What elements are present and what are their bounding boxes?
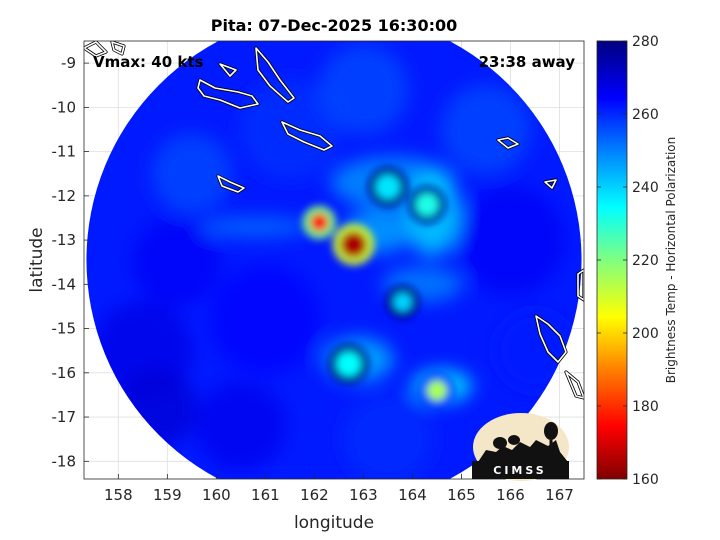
- y-tick-label: -15: [52, 320, 77, 338]
- x-tick-label: 158: [104, 486, 133, 504]
- colorbar-tick-label: 240: [632, 180, 659, 196]
- y-tick-label: -11: [52, 143, 77, 161]
- convective-feature: [426, 380, 447, 401]
- y-axis-label: latitude: [27, 227, 47, 292]
- x-tick-label: 166: [496, 486, 525, 504]
- x-tick-label: 167: [545, 486, 574, 504]
- vmax-label: Vmax: 40 kts: [93, 53, 203, 71]
- convective-feature: [416, 193, 439, 216]
- x-tick-label: 165: [447, 486, 476, 504]
- y-tick-label: -13: [52, 231, 77, 249]
- convective-feature: [375, 175, 400, 199]
- y-tick-label: -16: [52, 364, 77, 382]
- y-tick-label: -10: [52, 98, 77, 116]
- x-tick-label: 164: [398, 486, 427, 504]
- x-tick-label: 161: [251, 486, 280, 504]
- y-axis: -9 -10 -11 -12 -13 -14 -15 -16 -17 -18: [52, 54, 89, 470]
- coastline: [565, 371, 584, 399]
- coastline: [577, 269, 584, 301]
- coastline: [281, 121, 333, 151]
- chart-title: Pita: 07-Dec-2025 16:30:00: [211, 16, 457, 35]
- svg-text:CIMSS: CIMSS: [493, 464, 546, 477]
- x-tick-label: 159: [153, 486, 182, 504]
- colorbar: 160 180 200 220 240 260 280 Brightness Temp - …: [596, 34, 678, 488]
- coastline: [111, 41, 125, 55]
- x-tick-label: 163: [349, 486, 378, 504]
- colorbar-gradient: [596, 40, 628, 480]
- coastlines-white: [84, 41, 584, 399]
- coastline: [544, 179, 557, 189]
- x-axis: 158 159 160 161 162 163 164 165 166 167: [104, 474, 574, 504]
- convective-feature: [393, 293, 412, 312]
- convective-feature: [340, 231, 367, 258]
- coastline: [217, 175, 245, 193]
- x-tick-label: 160: [202, 486, 231, 504]
- coastline: [84, 41, 107, 57]
- colorbar-label: Brightness Temp - Horizontal Polarizatio…: [664, 137, 678, 384]
- cimss-logo: CIMSS: [472, 413, 569, 481]
- colorbar-tick-label: 280: [632, 34, 659, 50]
- time-away-label: 23:38 away: [479, 53, 576, 71]
- y-tick-label: -17: [52, 408, 77, 426]
- x-axis-label: longitude: [294, 513, 374, 533]
- axes-frame: [83, 40, 585, 480]
- y-tick-label: -9: [61, 54, 76, 72]
- convective-feature: [336, 351, 361, 376]
- colorbar-tick-label: 220: [632, 253, 659, 269]
- coastline: [535, 315, 567, 363]
- colorbar-tick-label: 200: [632, 326, 659, 342]
- y-tick-label: -14: [52, 275, 77, 293]
- coastline: [219, 63, 237, 77]
- y-tick-label: -12: [52, 187, 77, 205]
- y-tick-label: -18: [52, 452, 77, 470]
- convective-feature: [310, 213, 329, 232]
- coastline: [255, 47, 295, 103]
- coastline: [497, 137, 519, 149]
- x-tick-label: 162: [300, 486, 329, 504]
- coastline: [197, 79, 259, 109]
- swath-heatmap: [86, 41, 582, 479]
- colorbar-tick-label: 260: [632, 107, 659, 123]
- colorbar-tick-label: 160: [632, 472, 659, 488]
- colorbar-tick-label: 180: [632, 399, 659, 415]
